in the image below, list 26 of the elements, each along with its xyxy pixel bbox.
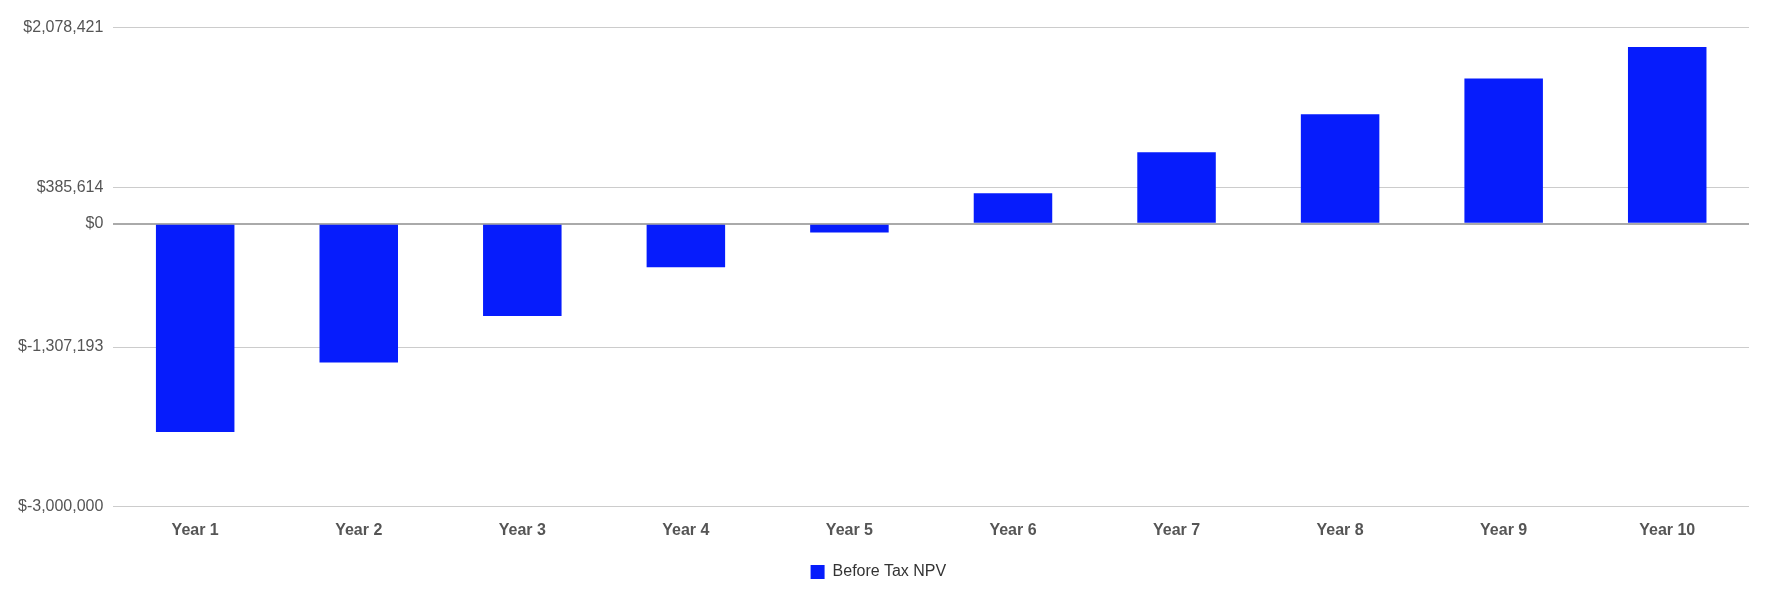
x-tick-label: Year 2 bbox=[335, 520, 383, 538]
x-tick-label: Year 6 bbox=[989, 520, 1037, 538]
y-tick-label: $2,078,421 bbox=[23, 18, 104, 36]
bar bbox=[973, 193, 1053, 223]
x-tick-label: Year 8 bbox=[1316, 520, 1364, 538]
legend-label: Before Tax NPV bbox=[832, 562, 947, 580]
bar bbox=[155, 224, 235, 432]
bar bbox=[1300, 114, 1380, 223]
x-tick-label: Year 10 bbox=[1639, 520, 1696, 538]
bar bbox=[1627, 46, 1707, 223]
bar bbox=[483, 224, 562, 316]
x-tick-label: Year 3 bbox=[498, 520, 546, 538]
y-tick-label: $-3,000,000 bbox=[18, 497, 104, 515]
y-tick-label: $-1,307,193 bbox=[18, 337, 104, 355]
x-tick-label: Year 1 bbox=[171, 520, 219, 538]
bar bbox=[319, 224, 398, 363]
y-tick-label: $0 bbox=[85, 214, 104, 232]
x-tick-label: Year 5 bbox=[825, 520, 874, 538]
bar bbox=[646, 224, 726, 268]
x-tick-label: Year 9 bbox=[1480, 520, 1528, 538]
x-tick-label: Year 4 bbox=[662, 520, 710, 538]
bar bbox=[1137, 152, 1216, 223]
bar bbox=[1464, 78, 1543, 223]
x-tick-label: Year 7 bbox=[1152, 520, 1201, 538]
bar bbox=[810, 224, 889, 233]
y-tick-label: $385,614 bbox=[36, 177, 104, 195]
